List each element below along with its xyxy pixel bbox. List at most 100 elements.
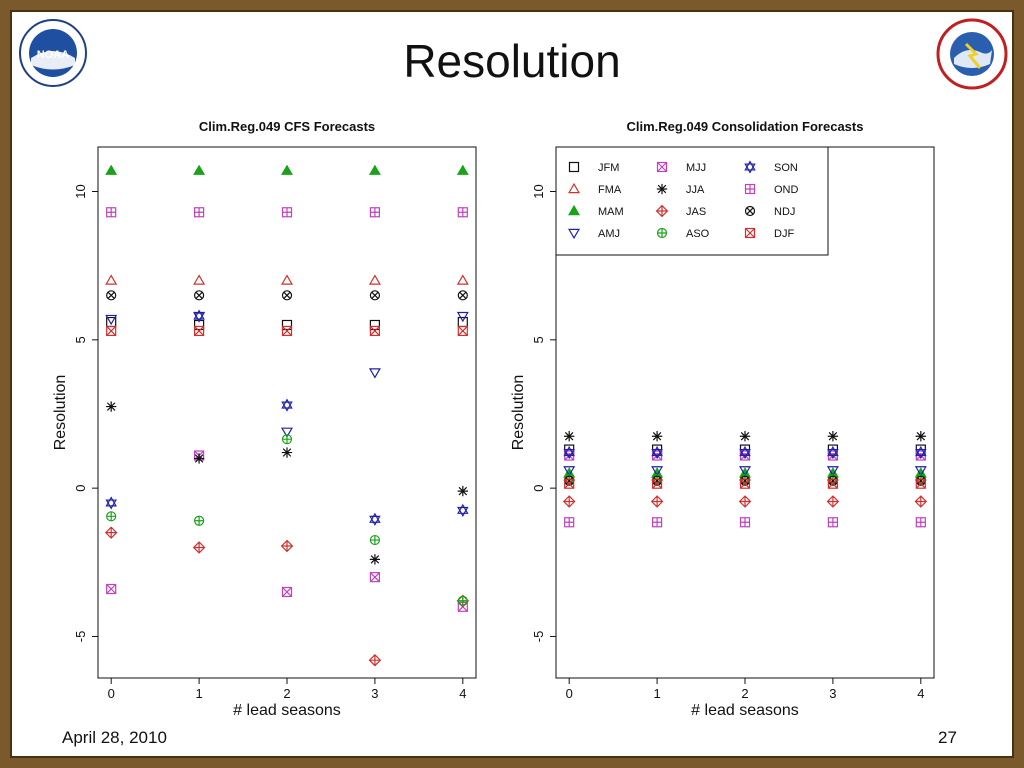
data-point-ond bbox=[281, 207, 293, 218]
data-point-amj bbox=[826, 466, 839, 477]
data-point-mjj bbox=[369, 572, 381, 583]
y-axis-label: Resolution bbox=[510, 375, 527, 451]
legend-label: SON bbox=[774, 162, 798, 174]
legend-label: ASO bbox=[686, 228, 710, 240]
legend-marker-mam bbox=[568, 204, 580, 216]
data-point-djf bbox=[739, 478, 751, 489]
data-point-mam bbox=[193, 164, 206, 175]
data-point-ond bbox=[739, 517, 751, 528]
data-point-jas bbox=[650, 495, 664, 508]
data-point-djf bbox=[369, 325, 381, 337]
legend-marker-ond bbox=[744, 183, 756, 195]
legend-label: JJA bbox=[686, 184, 705, 196]
x-axis-label: # lead seasons bbox=[691, 702, 799, 719]
legend-marker-jja bbox=[656, 183, 668, 195]
noaa-logo-text: NOAA bbox=[37, 49, 69, 61]
data-point-son bbox=[739, 445, 751, 460]
data-point-jas bbox=[562, 495, 576, 508]
data-point-jas bbox=[192, 541, 206, 554]
data-point-fma bbox=[368, 274, 381, 285]
data-point-jja bbox=[193, 453, 205, 464]
chart-title: Clim.Reg.049 CFS Forecasts bbox=[199, 119, 375, 134]
data-point-jja bbox=[739, 431, 751, 442]
data-point-ond bbox=[193, 207, 205, 218]
data-point-jja bbox=[457, 485, 468, 497]
data-point-djf bbox=[457, 325, 468, 337]
data-point-djf bbox=[651, 478, 663, 489]
legend-label: FMA bbox=[598, 184, 622, 196]
legend-label: MAM bbox=[598, 206, 624, 218]
slide-title: Resolution bbox=[403, 35, 621, 87]
legend-label: JAS bbox=[686, 206, 706, 218]
data-point-jja bbox=[281, 447, 293, 458]
legend-marker-amj bbox=[568, 228, 580, 240]
legend-label: NDJ bbox=[774, 206, 795, 218]
plot-background bbox=[52, 110, 492, 722]
data-point-djf bbox=[281, 325, 293, 337]
data-point-amj bbox=[651, 466, 664, 477]
y-tick-label: -5 bbox=[73, 631, 88, 643]
data-point-jja bbox=[564, 431, 575, 442]
data-point-ond bbox=[457, 207, 468, 218]
data-point-fma bbox=[105, 274, 118, 285]
legend-label: MJJ bbox=[686, 162, 706, 174]
y-tick-label: 0 bbox=[531, 485, 546, 492]
x-tick-label: 3 bbox=[829, 686, 836, 701]
data-point-djf bbox=[193, 325, 205, 337]
x-tick-label: 4 bbox=[459, 686, 466, 701]
y-tick-label: -5 bbox=[531, 631, 546, 643]
data-point-amj bbox=[456, 311, 469, 323]
data-point-amj bbox=[563, 466, 576, 477]
consolidation-forecast-chart: Clim.Reg.049 Consolidation Forecasts 0 1 2 3… bbox=[510, 110, 950, 722]
cfs-forecast-chart: Clim.Reg.049 CFS Forecasts 0 1 2 3 4 -5 0 5 10 # l… bbox=[52, 110, 492, 722]
data-point-son bbox=[563, 445, 575, 460]
legend-marker-fma bbox=[568, 182, 580, 194]
data-point-mam bbox=[281, 164, 293, 175]
chart-title: Clim.Reg.049 Consolidation Forecasts bbox=[627, 119, 864, 134]
legend-marker-djf bbox=[744, 227, 756, 239]
data-point-ndj bbox=[193, 290, 205, 301]
data-point-djf bbox=[564, 478, 575, 489]
data-point-ndj bbox=[106, 290, 117, 301]
data-point-fma bbox=[456, 274, 469, 285]
data-point-jas bbox=[914, 495, 928, 508]
y-tick-label: 10 bbox=[73, 184, 88, 198]
data-point-son bbox=[827, 445, 839, 460]
data-point-son bbox=[281, 398, 293, 412]
data-point-jas bbox=[104, 526, 118, 539]
legend-label: JFM bbox=[598, 162, 619, 174]
data-point-son bbox=[651, 445, 663, 460]
data-point-son bbox=[193, 309, 205, 323]
data-point-ndj bbox=[369, 290, 381, 301]
data-point-djf bbox=[915, 478, 926, 489]
data-point-ond bbox=[106, 207, 117, 218]
legend-label: DJF bbox=[774, 228, 794, 240]
data-point-amj bbox=[281, 427, 293, 438]
data-point-jas bbox=[368, 653, 382, 667]
data-point-jja bbox=[915, 431, 926, 442]
x-axis-label: # lead seasons bbox=[233, 702, 341, 719]
data-point-aso bbox=[193, 515, 205, 526]
x-tick-label: 1 bbox=[195, 686, 202, 701]
data-point-fma bbox=[193, 274, 206, 285]
x-tick-label: 2 bbox=[283, 686, 290, 701]
data-point-son bbox=[369, 512, 381, 526]
data-point-fma bbox=[281, 274, 293, 285]
x-tick-label: 3 bbox=[371, 686, 378, 701]
data-point-djf bbox=[106, 325, 117, 337]
x-tick-label: 2 bbox=[741, 686, 748, 701]
x-tick-label: 0 bbox=[566, 686, 573, 701]
legend-marker-jas bbox=[655, 204, 669, 218]
data-point-mam bbox=[105, 164, 118, 175]
data-point-ond bbox=[651, 517, 663, 528]
data-point-ond bbox=[915, 517, 926, 528]
data-point-amj bbox=[914, 466, 927, 477]
data-point-amj bbox=[739, 466, 751, 477]
data-point-amj bbox=[105, 314, 118, 326]
y-tick-label: 5 bbox=[531, 336, 546, 343]
noaa-logo-icon: NOAA bbox=[19, 19, 87, 87]
data-point-jja bbox=[106, 401, 117, 412]
data-point-ond bbox=[369, 207, 381, 218]
data-point-son bbox=[915, 445, 927, 460]
data-point-ond bbox=[564, 517, 575, 528]
